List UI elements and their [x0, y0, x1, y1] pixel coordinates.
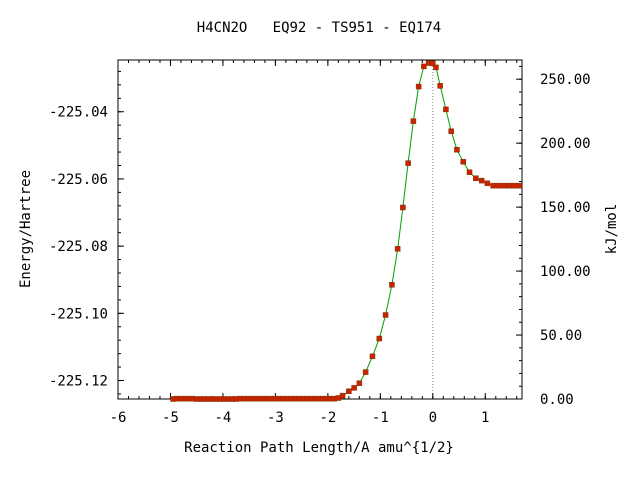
- data-point: [346, 388, 352, 395]
- data-point: [500, 182, 507, 189]
- data-point: [362, 369, 369, 375]
- data-point: [410, 118, 417, 124]
- data-point: [511, 182, 517, 189]
- y2-tick-label: 250.00: [540, 72, 591, 88]
- data-point: [490, 182, 496, 189]
- plot-frame: [117, 59, 523, 400]
- x-tick-label: -4: [215, 410, 232, 426]
- data-point: [473, 175, 479, 182]
- y2-axis-ticks: 0.00 50.00 100.00 150.00 200.00 250.00: [516, 65, 591, 408]
- y2-tick-label: 150.00: [540, 200, 591, 216]
- x-tick-label: 0: [429, 410, 437, 426]
- data-points: [170, 60, 523, 402]
- data-point: [369, 353, 376, 360]
- data-point: [339, 392, 346, 399]
- data-point: [437, 83, 443, 89]
- data-point: [394, 246, 401, 252]
- data-point: [430, 60, 436, 67]
- energy-curve: [173, 62, 520, 400]
- data-point: [433, 64, 439, 71]
- x-axis-label: Reaction Path Length/A amu^{1/2}: [184, 440, 454, 456]
- data-point: [405, 160, 411, 166]
- y-tick-label: -225.04: [49, 105, 108, 121]
- y2-tick-label: 200.00: [540, 136, 591, 152]
- data-point: [400, 204, 406, 211]
- y-axis-label: Energy/Hartree: [18, 170, 34, 288]
- x-tick-label: 1: [481, 410, 489, 426]
- x-tick-label: -2: [319, 410, 336, 426]
- data-point: [421, 63, 427, 70]
- x-axis-ticks: -6 -5 -4 -3 -2 -1 0 1: [110, 60, 518, 426]
- y-tick-label: -225.12: [49, 374, 108, 390]
- y2-tick-label: 0.00: [540, 392, 574, 408]
- data-point: [415, 83, 422, 90]
- data-point: [478, 177, 485, 184]
- x-tick-label: -5: [162, 410, 179, 426]
- data-point: [506, 182, 512, 189]
- chart-title: H4CN2O EQ92 - TS951 - EQ174: [197, 20, 441, 36]
- data-point: [495, 182, 502, 189]
- x-tick-label: -3: [267, 410, 284, 426]
- y2-tick-label: 50.00: [540, 328, 582, 344]
- data-point: [389, 282, 395, 288]
- data-point: [356, 380, 363, 386]
- data-point: [454, 146, 460, 153]
- data-point: [443, 106, 449, 113]
- data-point: [351, 385, 357, 391]
- y-axis-ticks: -225.04 -225.06 -225.08 -225.10 -225.12: [49, 70, 124, 395]
- y-tick-label: -225.10: [49, 306, 108, 322]
- data-point: [516, 182, 523, 189]
- data-point: [466, 169, 473, 175]
- x-tick-label: -6: [110, 410, 127, 426]
- data-point: [382, 312, 389, 318]
- y2-tick-label: 100.00: [540, 264, 591, 280]
- data-point: [484, 180, 491, 187]
- data-point: [448, 128, 454, 134]
- y-tick-label: -225.08: [49, 239, 108, 255]
- data-point: [460, 159, 466, 165]
- y-tick-label: -225.06: [49, 172, 108, 188]
- data-point: [376, 335, 383, 342]
- y2-axis-label: kJ/mol: [604, 204, 620, 255]
- x-tick-label: -1: [372, 410, 389, 426]
